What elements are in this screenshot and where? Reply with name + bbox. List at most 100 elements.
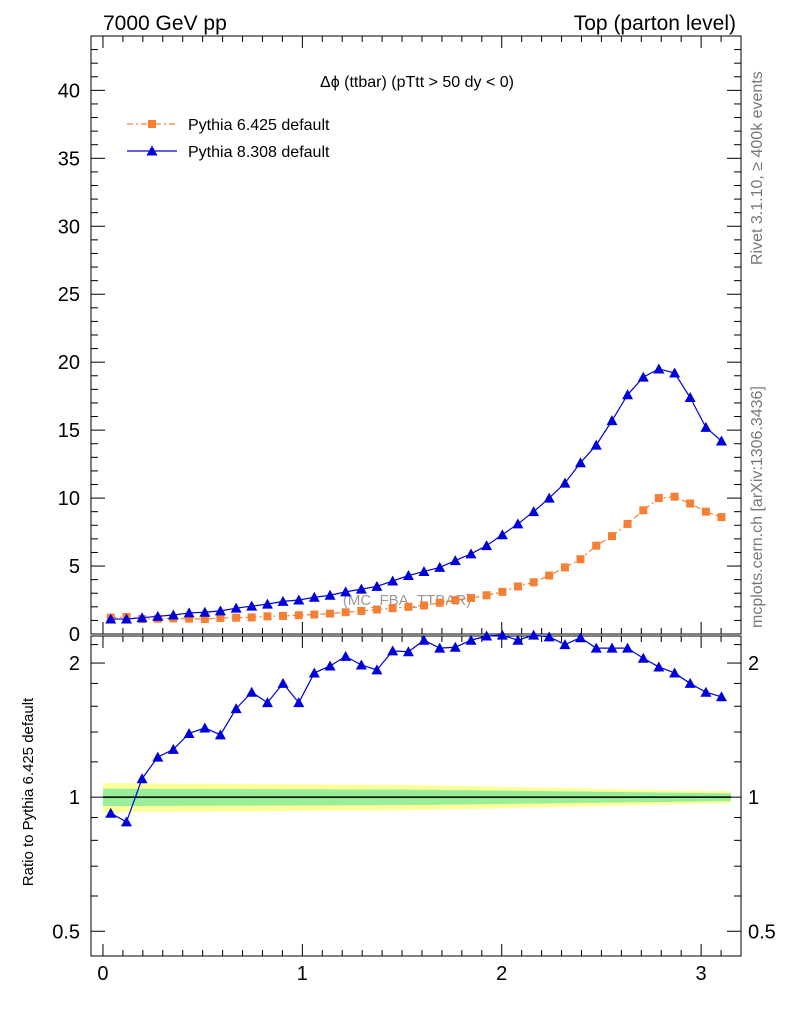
data-point bbox=[637, 371, 649, 382]
data-point bbox=[324, 589, 336, 600]
data-point bbox=[701, 507, 710, 516]
data-point bbox=[449, 555, 461, 566]
ratio-data-point bbox=[637, 652, 649, 663]
ratio-data-point bbox=[355, 659, 367, 670]
data-point bbox=[451, 596, 460, 605]
data-point bbox=[340, 586, 352, 597]
data-point bbox=[185, 614, 194, 623]
data-point bbox=[308, 591, 320, 602]
data-point bbox=[294, 611, 303, 620]
ratio-y-axis-label: Ratio to Pythia 6.425 default bbox=[20, 697, 37, 886]
data-point bbox=[214, 605, 226, 616]
data-point bbox=[529, 578, 538, 587]
ratio-data-point bbox=[528, 629, 540, 640]
header-left: 7000 GeV pp bbox=[103, 12, 227, 35]
data-point bbox=[388, 604, 397, 613]
data-point bbox=[152, 610, 164, 621]
data-point bbox=[167, 609, 179, 620]
data-point bbox=[623, 519, 632, 528]
ratio-data-point bbox=[700, 686, 712, 697]
data-point bbox=[669, 367, 681, 378]
data-point bbox=[465, 548, 477, 559]
x-tick-label: 0 bbox=[97, 963, 108, 985]
ratio-data-point bbox=[402, 646, 414, 657]
ratio-data-point bbox=[120, 816, 132, 827]
ratio-panel-frame bbox=[90, 635, 742, 957]
legend-marker-1 bbox=[146, 145, 158, 156]
ratio-data-point bbox=[324, 660, 336, 671]
ratio-data-point bbox=[183, 727, 195, 738]
data-point bbox=[435, 598, 444, 607]
data-point bbox=[419, 601, 428, 610]
data-point bbox=[543, 492, 555, 503]
data-point bbox=[654, 494, 663, 503]
data-point bbox=[700, 421, 712, 432]
ratio-data-point bbox=[559, 639, 571, 650]
y-tick-label: 10 bbox=[58, 488, 80, 510]
data-point bbox=[639, 506, 648, 515]
data-point bbox=[120, 613, 132, 624]
ratio-data-point bbox=[214, 729, 226, 740]
ratio-data-point bbox=[434, 642, 446, 653]
data-point bbox=[387, 575, 399, 586]
data-point bbox=[200, 615, 209, 624]
ratio-y-tick-label: 1 bbox=[69, 787, 80, 809]
data-point bbox=[232, 613, 241, 622]
data-point bbox=[293, 594, 305, 605]
data-point bbox=[341, 608, 350, 617]
ratio-data-point bbox=[496, 629, 508, 640]
ratio-data-point bbox=[152, 751, 164, 762]
data-point bbox=[512, 518, 524, 529]
data-point bbox=[371, 580, 383, 591]
ratio-data-point bbox=[574, 632, 586, 643]
data-point bbox=[216, 613, 225, 622]
plot-title: Δϕ (ttbar) (pTtt > 50 dy < 0) bbox=[320, 74, 514, 91]
y-tick-label: 25 bbox=[58, 284, 80, 306]
ratio-data-point bbox=[606, 642, 618, 653]
x-tick-label: 2 bbox=[496, 963, 507, 985]
ratio-y-tick-label-right: 1 bbox=[748, 787, 759, 809]
data-point bbox=[434, 561, 446, 572]
ratio-data-point bbox=[512, 634, 524, 645]
data-point bbox=[513, 582, 522, 591]
header-right: Top (parton level) bbox=[574, 12, 736, 35]
ratio-y-tick-label-right: 0.5 bbox=[748, 921, 776, 943]
data-point bbox=[717, 513, 726, 522]
data-point bbox=[277, 595, 289, 606]
ratio-data-point bbox=[199, 722, 211, 733]
y-tick-label: 35 bbox=[58, 148, 80, 170]
data-point bbox=[230, 602, 242, 613]
ratio-y-tick-label-right: 2 bbox=[748, 653, 759, 675]
data-point bbox=[590, 439, 602, 450]
ratio-data-point bbox=[449, 641, 461, 652]
ratio-data-point bbox=[481, 630, 493, 641]
data-point bbox=[481, 540, 493, 551]
data-point bbox=[199, 606, 211, 617]
data-point bbox=[372, 605, 381, 614]
data-point bbox=[261, 598, 273, 609]
ratio-data-point bbox=[465, 634, 477, 645]
data-point bbox=[576, 555, 585, 564]
data-point bbox=[183, 607, 195, 618]
ratio-data-point bbox=[653, 661, 665, 672]
ratio-y-tick-label: 0.5 bbox=[52, 921, 80, 943]
data-point bbox=[592, 541, 601, 550]
data-point bbox=[670, 492, 679, 501]
data-point bbox=[136, 612, 148, 623]
ratio-data-point bbox=[669, 667, 681, 678]
ratio-data-point bbox=[543, 631, 555, 642]
ratio-data-point bbox=[230, 703, 242, 714]
data-point bbox=[263, 612, 272, 621]
data-point bbox=[105, 613, 117, 624]
y-tick-label: 5 bbox=[69, 556, 80, 578]
ratio-data-point bbox=[293, 697, 305, 708]
data-point bbox=[357, 606, 366, 615]
ratio-data-point bbox=[136, 773, 148, 784]
ratio-series-line-0 bbox=[110, 634, 722, 823]
ratio-y-tick-label: 2 bbox=[69, 653, 80, 675]
data-point bbox=[355, 583, 367, 594]
ratio-data-point bbox=[715, 691, 727, 702]
rivet-label: Rivet 3.1.10, ≥ 400k events bbox=[749, 71, 766, 265]
ratio-data-point bbox=[387, 645, 399, 656]
